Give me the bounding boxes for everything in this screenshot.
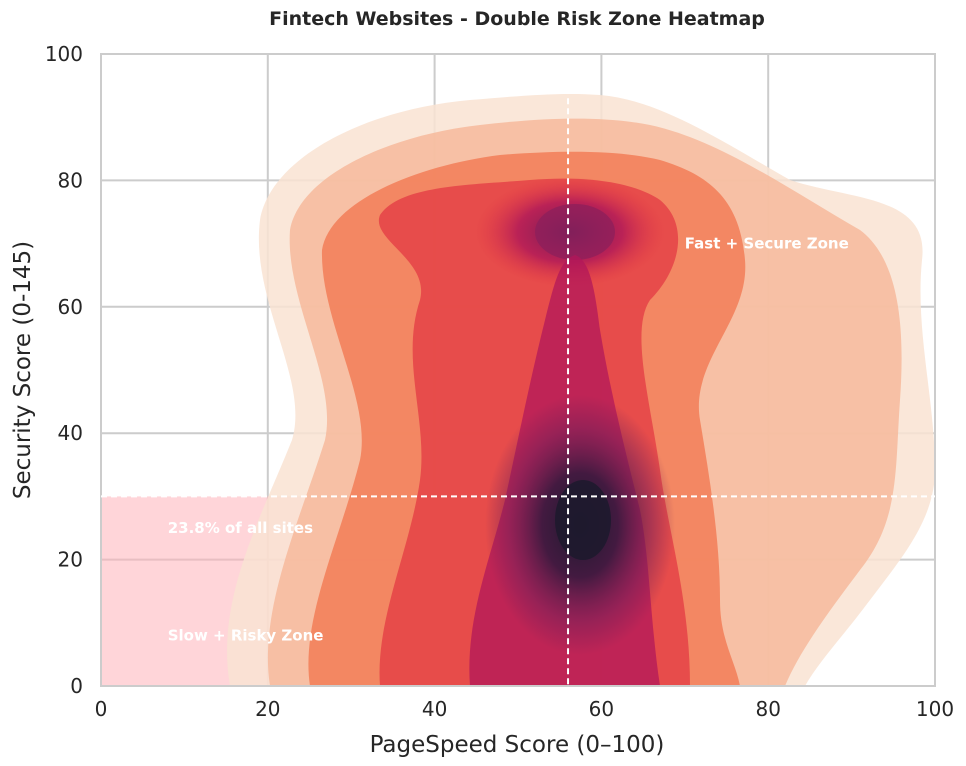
y-axis-label: Security Score (0-145) xyxy=(10,241,36,499)
y-tick-label-20: 20 xyxy=(58,548,83,572)
x-tick-label-20: 20 xyxy=(255,697,280,721)
y-tick-label-80: 80 xyxy=(58,168,83,192)
x-tick-labels: 0 20 40 60 80 100 xyxy=(95,697,954,721)
threshold-lines xyxy=(101,98,935,686)
chart-title: Fintech Websites - Double Risk Zone Heat… xyxy=(269,8,765,30)
y-tick-label-100: 100 xyxy=(45,42,83,66)
x-tick-label-100: 100 xyxy=(916,697,954,721)
density-heatmap xyxy=(227,93,935,686)
annotation-2: Slow + Risky Zone xyxy=(168,626,324,644)
density-main-core xyxy=(555,480,611,560)
x-tick-label-40: 40 xyxy=(422,697,447,721)
y-tick-label-60: 60 xyxy=(58,295,83,319)
annotation-1: 23.8% of all sites xyxy=(168,519,313,537)
annotations: Fast + Secure Zone 23.8% of all sites Slow… xyxy=(168,235,849,645)
annotation-0: Fast + Secure Zone xyxy=(685,235,849,253)
density-top-core xyxy=(535,204,615,260)
x-tick-label-60: 60 xyxy=(589,697,614,721)
x-tick-label-0: 0 xyxy=(95,697,108,721)
y-tick-label-0: 0 xyxy=(70,674,83,698)
x-tick-label-80: 80 xyxy=(755,697,780,721)
x-axis-label: PageSpeed Score (0–100) xyxy=(370,732,665,758)
axes-frame xyxy=(100,53,936,687)
y-tick-label-40: 40 xyxy=(58,421,83,445)
y-tick-labels: 0 20 40 60 80 100 xyxy=(45,42,83,698)
